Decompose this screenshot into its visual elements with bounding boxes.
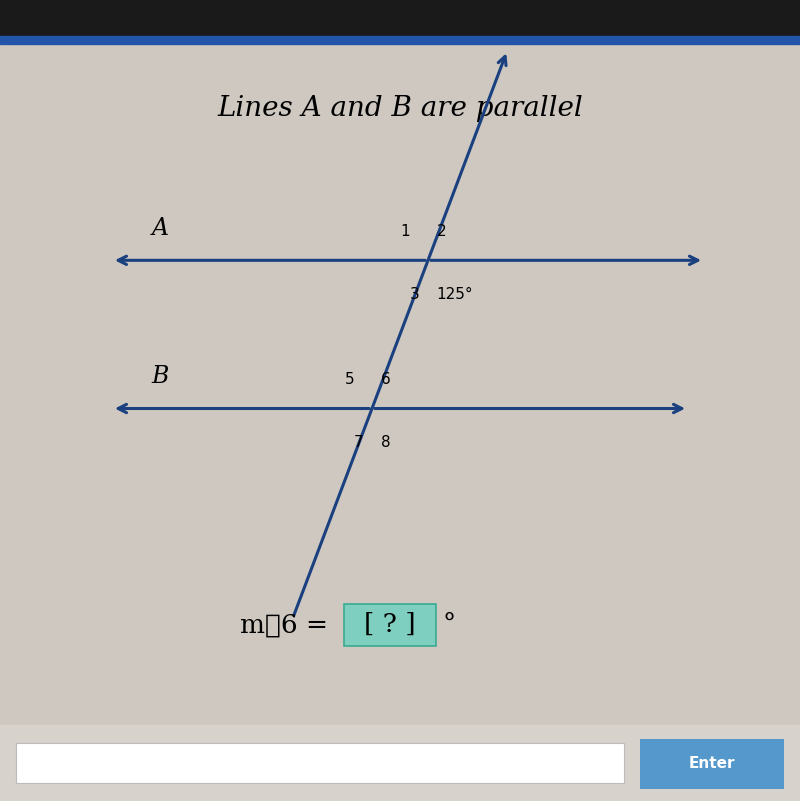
Bar: [0, 36, 800, 44]
Text: m≀6 =: m≀6 =: [240, 612, 336, 638]
Text: [ ? ]: [ ? ]: [364, 612, 416, 638]
Text: 5: 5: [345, 372, 354, 388]
Text: °: °: [442, 612, 455, 638]
Bar: [16, 743, 624, 783]
Bar: [0, 0, 800, 36]
Bar: [0, 725, 800, 801]
Text: 2: 2: [437, 224, 446, 239]
Bar: [344, 604, 436, 646]
Bar: [640, 739, 784, 789]
Text: Enter: Enter: [689, 756, 735, 771]
Text: B: B: [151, 365, 169, 388]
Text: 3: 3: [410, 287, 419, 302]
Text: 7: 7: [354, 435, 363, 450]
Text: Lines A and B are parallel: Lines A and B are parallel: [217, 95, 583, 122]
Text: A: A: [151, 217, 169, 239]
Text: 125°: 125°: [437, 287, 474, 302]
Text: 8: 8: [381, 435, 390, 450]
Text: 6: 6: [381, 372, 390, 388]
Text: 1: 1: [401, 224, 410, 239]
